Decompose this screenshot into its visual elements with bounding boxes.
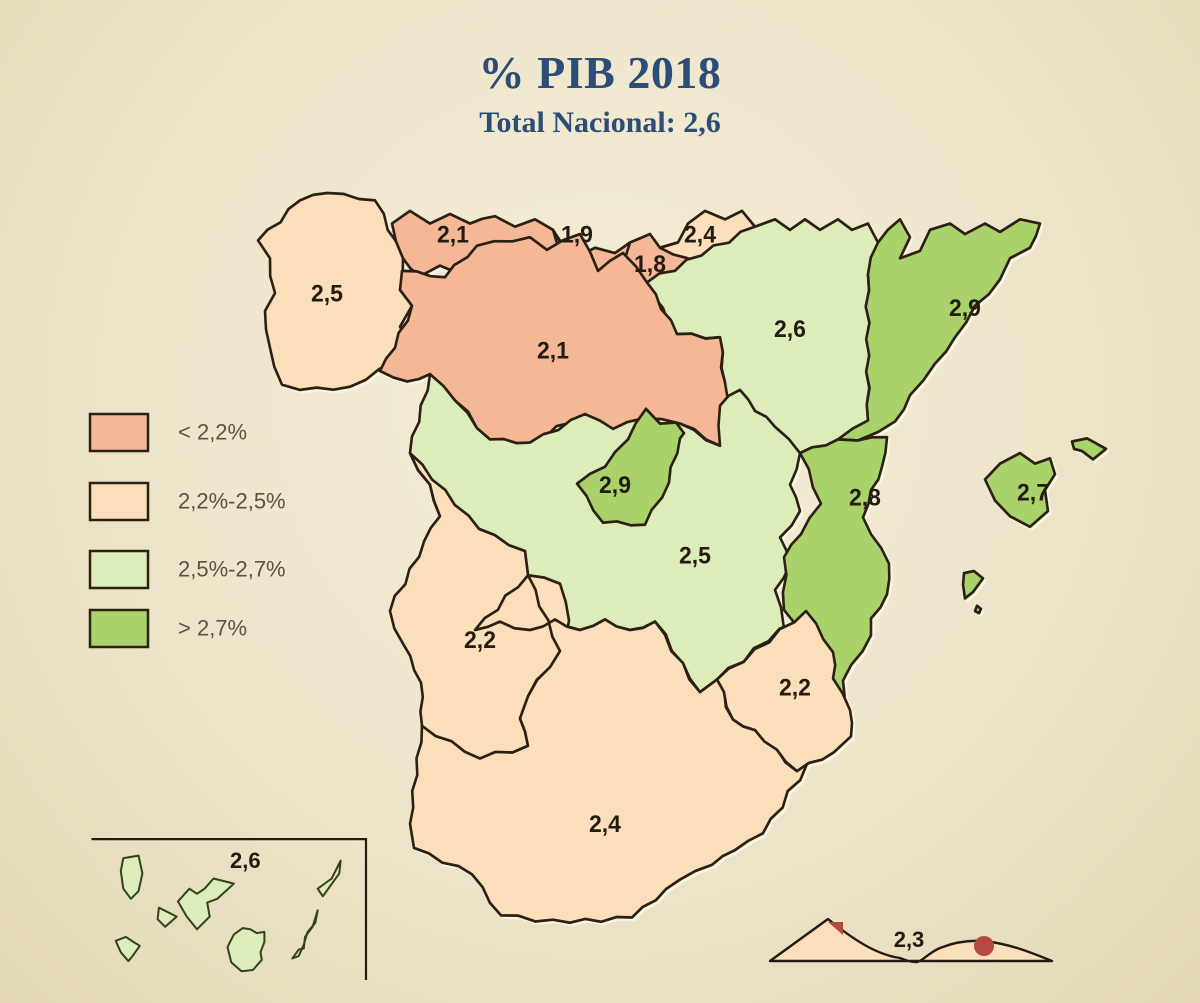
svg-text:2,4: 2,4: [684, 222, 716, 249]
svg-text:2,1: 2,1: [537, 338, 569, 365]
svg-text:2,1: 2,1: [437, 222, 469, 249]
svg-text:1,8: 1,8: [634, 251, 666, 278]
svg-text:2,5: 2,5: [311, 281, 343, 308]
svg-text:< 2,2%: < 2,2%: [178, 420, 247, 445]
svg-text:2,2: 2,2: [464, 627, 496, 654]
svg-text:2,6: 2,6: [774, 317, 806, 344]
svg-text:2,9: 2,9: [949, 296, 981, 323]
svg-text:> 2,7%: > 2,7%: [178, 616, 247, 641]
svg-text:1,9: 1,9: [561, 222, 593, 249]
svg-text:2,9: 2,9: [599, 473, 631, 500]
svg-text:2,2%-2,5%: 2,2%-2,5%: [178, 489, 286, 514]
svg-text:2,3: 2,3: [894, 927, 925, 952]
svg-text:2,7: 2,7: [1017, 480, 1049, 507]
svg-text:2,8: 2,8: [849, 485, 881, 512]
svg-text:2,6: 2,6: [230, 848, 261, 873]
svg-text:2,5%-2,7%: 2,5%-2,7%: [178, 557, 286, 582]
svg-text:2,5: 2,5: [679, 543, 711, 570]
svg-text:2,2: 2,2: [779, 675, 811, 702]
svg-text:2,4: 2,4: [589, 812, 621, 839]
